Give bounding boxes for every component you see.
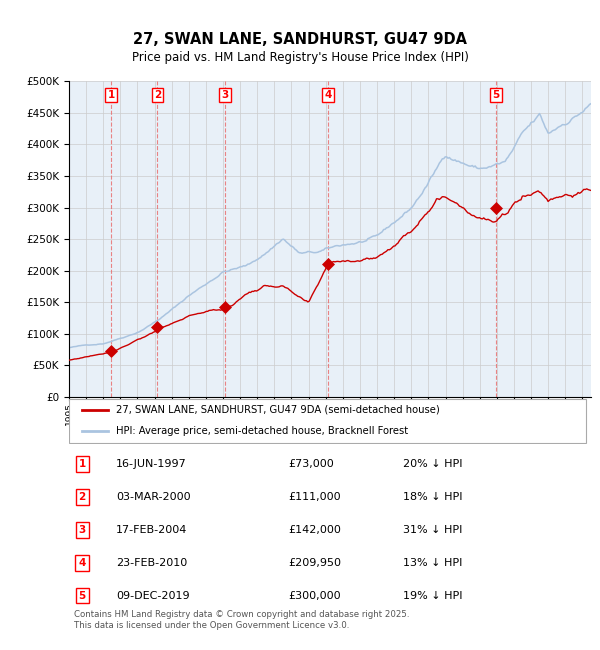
Text: Contains HM Land Registry data © Crown copyright and database right 2025.
This d: Contains HM Land Registry data © Crown c…: [74, 610, 410, 630]
Text: 19% ↓ HPI: 19% ↓ HPI: [403, 591, 463, 601]
Text: 4: 4: [79, 558, 86, 567]
Text: HPI: Average price, semi-detached house, Bracknell Forest: HPI: Average price, semi-detached house,…: [116, 426, 408, 437]
Text: £209,950: £209,950: [288, 558, 341, 567]
Text: 2: 2: [79, 492, 86, 502]
Text: 31% ↓ HPI: 31% ↓ HPI: [403, 525, 463, 535]
Text: £300,000: £300,000: [288, 591, 341, 601]
FancyBboxPatch shape: [69, 399, 586, 443]
Text: 20% ↓ HPI: 20% ↓ HPI: [403, 459, 463, 469]
Text: Price paid vs. HM Land Registry's House Price Index (HPI): Price paid vs. HM Land Registry's House …: [131, 51, 469, 64]
Text: 1: 1: [107, 90, 115, 100]
Text: 09-DEC-2019: 09-DEC-2019: [116, 591, 190, 601]
Text: 4: 4: [325, 90, 332, 100]
Text: 23-FEB-2010: 23-FEB-2010: [116, 558, 187, 567]
Text: £142,000: £142,000: [288, 525, 341, 535]
Text: 2: 2: [154, 90, 161, 100]
Text: 3: 3: [221, 90, 229, 100]
Text: 16-JUN-1997: 16-JUN-1997: [116, 459, 187, 469]
Text: 5: 5: [492, 90, 499, 100]
Text: 18% ↓ HPI: 18% ↓ HPI: [403, 492, 463, 502]
Text: £73,000: £73,000: [288, 459, 334, 469]
Text: 17-FEB-2004: 17-FEB-2004: [116, 525, 187, 535]
Text: 5: 5: [79, 591, 86, 601]
Text: 3: 3: [79, 525, 86, 535]
Text: £111,000: £111,000: [288, 492, 341, 502]
Text: 1: 1: [79, 459, 86, 469]
Text: 27, SWAN LANE, SANDHURST, GU47 9DA: 27, SWAN LANE, SANDHURST, GU47 9DA: [133, 31, 467, 47]
Text: 13% ↓ HPI: 13% ↓ HPI: [403, 558, 463, 567]
Text: 27, SWAN LANE, SANDHURST, GU47 9DA (semi-detached house): 27, SWAN LANE, SANDHURST, GU47 9DA (semi…: [116, 405, 440, 415]
Text: 03-MAR-2000: 03-MAR-2000: [116, 492, 191, 502]
